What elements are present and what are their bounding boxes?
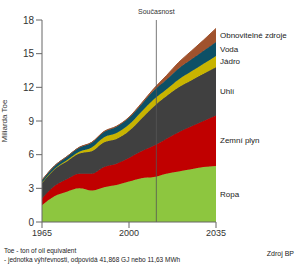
html-text:- jednotka výhřevnosti, odpoví: - jednotka výhřevnosti, odpovídá 41,868 … <box>4 256 181 263</box>
svg-text:2000: 2000 <box>119 228 139 238</box>
svg-text:Obnovitelné zdroje: Obnovitelné zdroje <box>220 31 287 40</box>
svg-text:15: 15 <box>23 48 35 59</box>
svg-text:Ropa: Ropa <box>220 190 240 199</box>
svg-text:Uhlí: Uhlí <box>220 87 235 96</box>
svg-text:6: 6 <box>28 149 34 160</box>
svg-text:3: 3 <box>28 183 34 194</box>
svg-text:2035: 2035 <box>206 228 226 238</box>
svg-text:18: 18 <box>23 15 35 26</box>
html-text:Zdroj BP: Zdroj BP <box>266 250 294 257</box>
svg-text:Jádro: Jádro <box>220 57 241 66</box>
svg-text:Voda: Voda <box>220 45 239 54</box>
svg-text:1965: 1965 <box>32 228 52 238</box>
svg-text:0: 0 <box>28 217 34 228</box>
svg-text:12: 12 <box>23 82 35 93</box>
svg-text:Současnost: Současnost <box>138 8 175 15</box>
svg-text:Miliarda Toe: Miliarda Toe <box>8 99 9 143</box>
svg-text:9: 9 <box>28 116 34 127</box>
html-text:Toe - ton of oil equivalent: Toe - ton of oil equivalent <box>4 247 77 254</box>
svg-text:Zemní plyn: Zemní plyn <box>220 136 260 145</box>
